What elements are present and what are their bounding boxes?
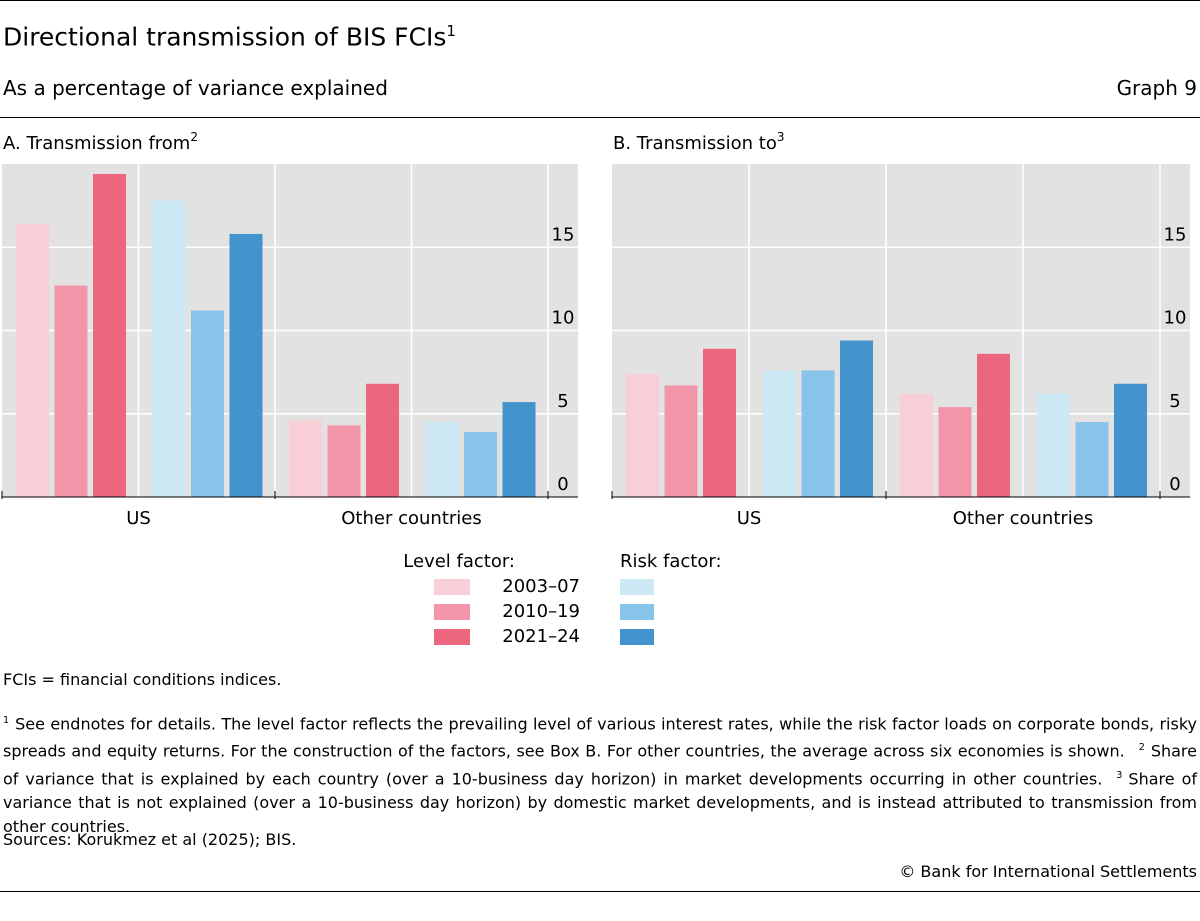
x-tick-label: Other countries bbox=[341, 508, 481, 529]
legend-swatch bbox=[434, 629, 470, 645]
x-tick-label: Other countries bbox=[953, 508, 1093, 529]
bar bbox=[152, 200, 186, 497]
footnotes: 1 See endnotes for details. The level fac… bbox=[3, 709, 1197, 839]
title-text: Directional transmission of BIS FCIs bbox=[3, 22, 447, 52]
bar bbox=[1114, 383, 1147, 497]
y-tick-label: 10 bbox=[1164, 308, 1187, 329]
top-rule bbox=[0, 0, 1200, 1]
bar bbox=[626, 373, 659, 497]
note-mark: 1 bbox=[3, 715, 10, 726]
legend-swatch bbox=[620, 604, 654, 620]
bar bbox=[464, 432, 497, 497]
panel-title: A. Transmission from2 bbox=[3, 130, 198, 155]
y-tick-label: 15 bbox=[1164, 224, 1187, 245]
note-text: Share of variance that is explained by e… bbox=[3, 741, 1197, 788]
x-tick-label: US bbox=[126, 508, 151, 529]
bar bbox=[366, 383, 399, 497]
bar bbox=[977, 353, 1010, 497]
x-tick-label: US bbox=[737, 508, 762, 529]
copyright: © Bank for International Settlements bbox=[899, 862, 1197, 881]
bar bbox=[191, 310, 224, 497]
bar bbox=[289, 420, 322, 497]
bar bbox=[1075, 422, 1109, 497]
legend-title: Risk factor: bbox=[620, 551, 722, 572]
bar bbox=[664, 385, 698, 497]
bar bbox=[1037, 393, 1070, 497]
bar bbox=[327, 425, 361, 497]
panel-title-note: 2 bbox=[190, 130, 198, 144]
panel-title-text: A. Transmission from bbox=[3, 133, 190, 154]
panel-title: B. Transmission to3 bbox=[613, 130, 785, 155]
subtitle: As a percentage of variance explained bbox=[3, 76, 388, 100]
legend-label: 2003–07 bbox=[502, 576, 580, 597]
legend-label: 2021–24 bbox=[502, 626, 580, 647]
note-text: Share of variance that is not explained … bbox=[3, 768, 1197, 836]
bar bbox=[840, 340, 873, 497]
bar bbox=[938, 407, 972, 497]
bar bbox=[16, 223, 49, 497]
graph-label: Graph 9 bbox=[1116, 76, 1197, 100]
bar bbox=[703, 348, 736, 497]
panel-title-note: 3 bbox=[777, 130, 785, 144]
panel-title-text: B. Transmission to bbox=[613, 133, 777, 154]
bar bbox=[93, 173, 126, 498]
legend-swatch bbox=[620, 629, 654, 645]
title: Directional transmission of BIS FCIs1 bbox=[3, 22, 456, 51]
legend-title: Level factor: bbox=[403, 551, 515, 572]
y-tick-label: 5 bbox=[1169, 391, 1180, 412]
bar bbox=[229, 233, 263, 497]
y-tick-label: 0 bbox=[1169, 474, 1180, 495]
sources: Sources: Korukmez et al (2025); BIS. bbox=[3, 830, 297, 849]
y-tick-label: 0 bbox=[557, 474, 568, 495]
bar bbox=[54, 285, 88, 497]
bar bbox=[763, 370, 796, 497]
note-mark: 2 bbox=[1138, 742, 1145, 754]
charts: A. Transmission from2 0 5 10 15 US Other count… bbox=[1, 130, 1190, 647]
bar bbox=[502, 402, 536, 497]
bar bbox=[801, 370, 835, 497]
y-tick-label: 10 bbox=[552, 308, 575, 329]
title-note: 1 bbox=[446, 22, 456, 40]
y-tick-label: 5 bbox=[557, 391, 568, 412]
legend-swatch bbox=[434, 579, 470, 595]
note-text: See endnotes for details. The level fact… bbox=[3, 714, 1197, 761]
legend-label: 2010–19 bbox=[502, 601, 580, 622]
legend-swatch bbox=[434, 604, 470, 620]
note-mark: 3 bbox=[1116, 769, 1123, 781]
bar bbox=[900, 393, 933, 497]
bar bbox=[425, 422, 459, 497]
legend-swatch bbox=[620, 579, 654, 595]
bottom-rule bbox=[0, 891, 1200, 892]
y-tick-label: 15 bbox=[552, 224, 575, 245]
header-rule bbox=[0, 117, 1200, 118]
abbrev: FCIs = financial conditions indices. bbox=[3, 670, 282, 689]
